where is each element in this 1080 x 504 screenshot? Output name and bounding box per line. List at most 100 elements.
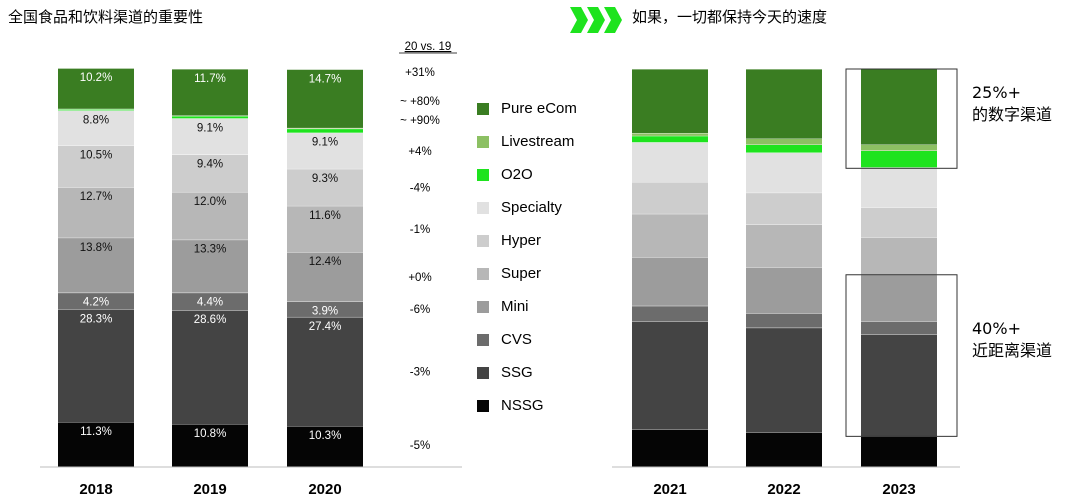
bar-segment-cvs-2020 — [287, 301, 363, 317]
bar-segment-cvs-2018 — [58, 292, 134, 310]
bar-segment-ssg-2020 — [287, 316, 363, 427]
bar-segment-mini-2020 — [287, 252, 363, 302]
legend-swatch-livestream — [477, 135, 489, 148]
legend-item-mini: Mini — [477, 290, 577, 323]
year-label-2022: 2022 — [767, 481, 800, 498]
bar-segment-hyper-2021 — [632, 182, 708, 214]
callout-digital: 25%+ 的数字渠道 — [972, 82, 1052, 126]
change-o2o: ~ +90% — [400, 115, 440, 127]
legend-swatch-nssg — [477, 399, 489, 412]
legend-label-o2o: O2O — [501, 166, 533, 183]
bar-segment-mini-2023 — [861, 274, 937, 322]
legend-label-ssg: SSG — [501, 364, 533, 381]
data-label-super-2018: 12.7% — [80, 191, 113, 203]
data-label-nssg-2020: 10.3% — [309, 430, 342, 442]
bar-segment-pure-ecom-2020 — [287, 69, 363, 128]
change-specialty: +4% — [408, 146, 431, 158]
change-hyper: -4% — [410, 182, 430, 194]
data-label-pure-ecom-2020: 14.7% — [309, 73, 342, 85]
change-pure-ecom: +31% — [405, 67, 435, 79]
bar-segment-cvs-2021 — [632, 305, 708, 322]
bar-segment-o2o-2018 — [58, 109, 134, 111]
data-label-hyper-2019: 9.4% — [197, 159, 223, 171]
bar-segment-o2o-2020 — [287, 128, 363, 133]
legend-item-cvs: CVS — [477, 323, 577, 356]
bar-segment-hyper-2020 — [287, 168, 363, 206]
bar-segment-specialty-2020 — [287, 132, 363, 169]
bar-segment-pure-ecom-2023 — [861, 69, 937, 145]
bar-segment-hyper-2018 — [58, 145, 134, 188]
bar-segment-cvs-2022 — [746, 313, 822, 328]
data-label-ssg-2020: 27.4% — [309, 321, 342, 333]
legend-swatch-ssg — [477, 366, 489, 379]
legend-swatch-pure-ecom — [477, 102, 489, 115]
year-label-2020: 2020 — [308, 481, 341, 498]
legend-item-o2o: O2O — [477, 158, 577, 191]
bar-segment-ssg-2021 — [632, 321, 708, 430]
bar-segment-cvs-2023 — [861, 321, 937, 335]
bar-segment-o2o-2023 — [861, 150, 937, 168]
bar-segment-pure-ecom-2019 — [172, 69, 248, 116]
data-label-specialty-2019: 9.1% — [197, 122, 223, 134]
change-nssg: -5% — [410, 440, 430, 452]
legend-label-pure-ecom: Pure eCom — [501, 100, 577, 117]
change-mini: +0% — [408, 272, 431, 284]
legend-item-pure-ecom: Pure eCom — [477, 92, 577, 125]
bar-segment-super-2020 — [287, 205, 363, 253]
data-label-cvs-2019: 4.4% — [197, 297, 223, 309]
data-label-pure-ecom-2018: 10.2% — [80, 72, 113, 84]
legend: Pure eCom Livestream O2O Specialty Hyper Supe… — [477, 92, 577, 422]
bar-segment-specialty-2018 — [58, 110, 134, 146]
callout-digital-value: 25%+ — [972, 83, 1021, 102]
bar-segment-nssg-2023 — [861, 436, 937, 467]
data-label-nssg-2019: 10.8% — [194, 428, 227, 440]
legend-label-nssg: NSSG — [501, 397, 544, 414]
data-label-mini-2018: 13.8% — [80, 242, 113, 254]
legend-swatch-super — [477, 267, 489, 280]
data-label-specialty-2020: 9.1% — [312, 137, 338, 149]
legend-label-specialty: Specialty — [501, 199, 562, 216]
bar-segment-nssg-2018 — [58, 422, 134, 467]
bar-segment-mini-2022 — [746, 267, 822, 314]
data-label-cvs-2020: 3.9% — [312, 305, 338, 317]
legend-item-specialty: Specialty — [477, 191, 577, 224]
legend-item-super: Super — [477, 257, 577, 290]
legend-item-ssg: SSG — [477, 356, 577, 389]
data-label-hyper-2020: 9.3% — [312, 173, 338, 185]
bar-segment-super-2018 — [58, 187, 134, 238]
triple-chevron-icon — [570, 7, 622, 33]
bar-segment-ssg-2019 — [172, 310, 248, 425]
year-label-2019: 2019 — [193, 481, 226, 498]
data-label-super-2020: 11.6% — [309, 210, 341, 222]
bar-segment-o2o-2022 — [746, 144, 822, 153]
legend-label-cvs: CVS — [501, 331, 532, 348]
highlight-box-proximity — [845, 274, 958, 437]
callout-proximity-text: 近距离渠道 — [972, 341, 1053, 360]
callout-proximity-value: 40%+ — [972, 319, 1021, 338]
data-label-nssg-2018: 11.3% — [80, 426, 112, 438]
legend-label-hyper: Hyper — [501, 232, 542, 249]
bar-segment-nssg-2019 — [172, 424, 248, 467]
legend-label-mini: Mini — [501, 298, 529, 315]
data-label-ssg-2018: 28.3% — [80, 313, 113, 325]
bar-segment-o2o-2021 — [632, 135, 708, 143]
data-label-super-2019: 12.0% — [194, 196, 227, 208]
bar-segment-pure-ecom-2021 — [632, 69, 708, 134]
data-label-mini-2019: 13.3% — [194, 244, 227, 256]
bar-segment-hyper-2019 — [172, 154, 248, 192]
bar-segment-pure-ecom-2018 — [58, 68, 134, 109]
bar-segment-hyper-2023 — [861, 207, 937, 238]
bar-segment-livestream-2021 — [632, 133, 708, 136]
bar-segment-o2o-2019 — [172, 115, 248, 119]
change-header: 20 vs. 19 — [405, 41, 452, 53]
legend-label-super: Super — [501, 265, 542, 282]
data-label-cvs-2018: 4.2% — [83, 297, 109, 309]
bar-segment-mini-2019 — [172, 239, 248, 293]
bar-segment-super-2019 — [172, 191, 248, 240]
data-label-pure-ecom-2019: 11.7% — [194, 73, 226, 85]
legend-swatch-mini — [477, 300, 489, 313]
bar-segment-specialty-2022 — [746, 152, 822, 193]
callout-proximity: 40%+ 近距离渠道 — [972, 318, 1052, 362]
legend-swatch-o2o — [477, 168, 489, 181]
bar-segment-mini-2018 — [58, 237, 134, 293]
